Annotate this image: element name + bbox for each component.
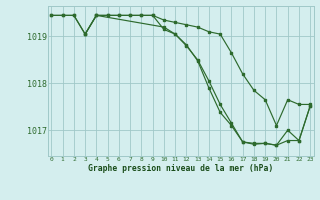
X-axis label: Graphe pression niveau de la mer (hPa): Graphe pression niveau de la mer (hPa) bbox=[88, 164, 273, 173]
